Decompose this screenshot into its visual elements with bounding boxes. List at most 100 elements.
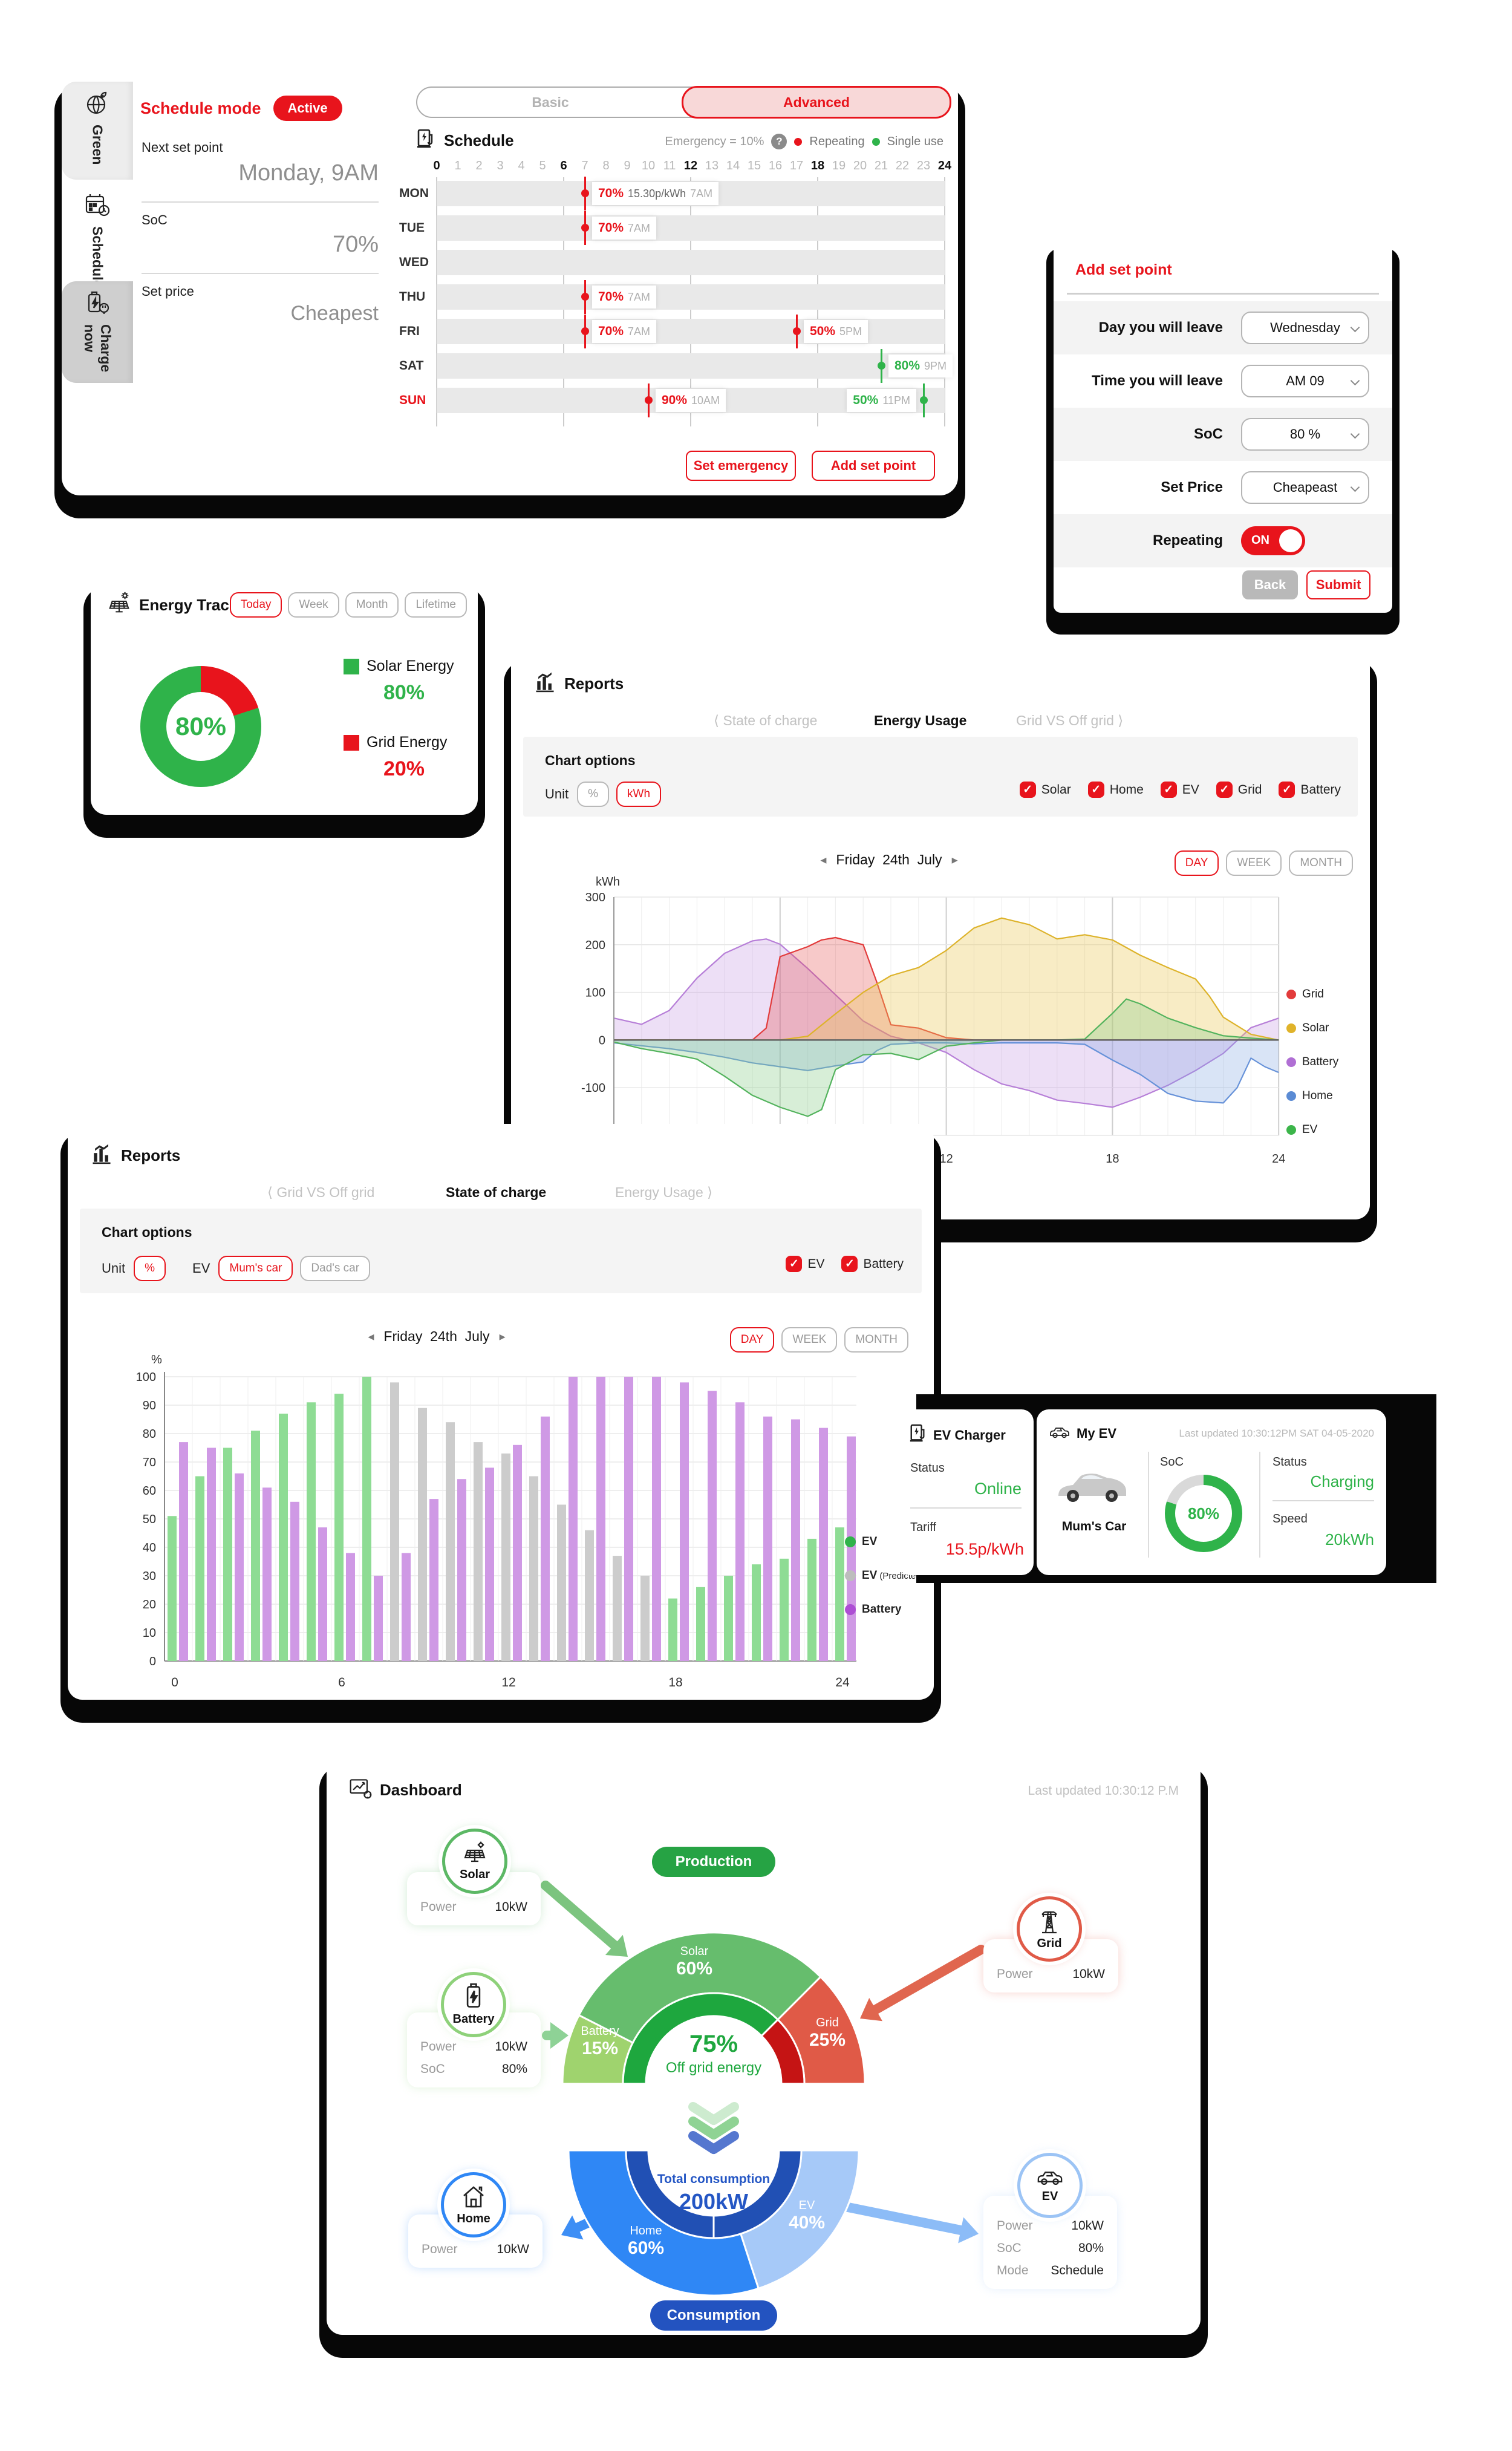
legend-dot xyxy=(1286,1125,1296,1135)
field-select-2[interactable]: AM 09 xyxy=(1241,365,1369,397)
tab-lifetime[interactable]: Lifetime xyxy=(405,592,467,618)
field-select-1[interactable]: Wednesday xyxy=(1241,312,1369,344)
chip-day[interactable]: DAY xyxy=(1174,850,1219,876)
set-point-label: 90% 10AM xyxy=(656,389,726,412)
tab-today[interactable]: Today xyxy=(229,592,282,618)
chip-month[interactable]: MONTH xyxy=(844,1327,908,1353)
legend-item-ev-predicted-: EV (Predicted) xyxy=(845,1569,924,1582)
set-point-dot[interactable] xyxy=(581,327,589,335)
reports-icon xyxy=(533,670,557,697)
battery-charge-icon xyxy=(84,290,111,319)
grid-line xyxy=(944,177,945,426)
ev-filter-label: EV xyxy=(192,1261,210,1276)
set-point-dot[interactable] xyxy=(581,293,589,301)
nav-next-grid-vs-off-grid[interactable]: Grid VS Off grid ⟩ xyxy=(1016,713,1124,728)
hour-label: 22 xyxy=(895,159,910,172)
sidebar-item-label: Green xyxy=(90,125,106,165)
home-node-label: Home xyxy=(457,2212,490,2225)
tab-basic[interactable]: Basic xyxy=(532,94,569,110)
solar-panel-icon xyxy=(106,591,132,619)
checkbox-solar[interactable]: ✓ Solar xyxy=(1019,782,1071,798)
sidebar-item-charge-now[interactable]: Charge now xyxy=(62,281,133,383)
date-prev-arrow[interactable]: ◂ xyxy=(368,1330,374,1343)
sidebar-item-green[interactable]: Green xyxy=(62,82,133,180)
chart-options-label: Chart options xyxy=(545,752,636,768)
series-checkboxes: ✓ Solar ✓ Home ✓ EV ✓ Grid ✓ Battery xyxy=(1019,782,1341,798)
svg-text:18: 18 xyxy=(668,1676,682,1689)
chip-day[interactable]: DAY xyxy=(729,1327,775,1353)
ev-node: EV xyxy=(1017,2153,1083,2218)
tab-month[interactable]: Month xyxy=(345,592,399,618)
checkbox-battery[interactable]: ✓ Battery xyxy=(1279,782,1341,798)
soc-ring: 80% xyxy=(1165,1475,1242,1552)
consumption-ev-label: EV 40% xyxy=(788,2199,826,2233)
svg-text:40: 40 xyxy=(143,1541,156,1555)
chip-month[interactable]: MONTH xyxy=(1289,850,1353,876)
date-next-arrow[interactable]: ▸ xyxy=(951,853,958,867)
svg-text:300: 300 xyxy=(585,891,605,904)
checkbox-ev[interactable]: ✓ EV xyxy=(786,1256,824,1272)
set-point-dot[interactable] xyxy=(581,189,589,197)
set-point-label: 70% 7AM xyxy=(592,320,657,343)
set-point-dot[interactable] xyxy=(793,327,801,335)
chip-kwh[interactable]: kWh xyxy=(616,782,662,807)
set-point-dot[interactable] xyxy=(920,396,928,404)
date-next-arrow[interactable]: ▸ xyxy=(499,1330,506,1343)
chart-options-label: Chart options xyxy=(102,1224,192,1240)
set-point-dot[interactable] xyxy=(645,396,653,404)
sidebar-item-schedule[interactable]: Schedule xyxy=(62,183,133,288)
repeating-toggle[interactable]: ON xyxy=(1241,526,1305,555)
hour-label: 24 xyxy=(937,159,952,172)
field-select-4[interactable]: Cheapeast xyxy=(1241,471,1369,504)
chip-week[interactable]: WEEK xyxy=(781,1327,838,1353)
hour-label: 6 xyxy=(560,159,567,172)
checkbox-battery[interactable]: ✓ Battery xyxy=(841,1256,904,1272)
chip-dad-s-car[interactable]: Dad's car xyxy=(300,1256,371,1281)
total-consumption-value: 200kW xyxy=(679,2189,749,2214)
nav-prev-state-of-charge[interactable]: ⟨ State of charge xyxy=(714,713,818,728)
range-tabs: DAY WEEK MONTH xyxy=(729,1327,908,1353)
chip-week[interactable]: WEEK xyxy=(1226,850,1282,876)
set-point-dot[interactable] xyxy=(878,362,885,370)
schedule-mode-active-badge: Active xyxy=(273,96,342,121)
set-point-dot[interactable] xyxy=(581,224,589,232)
tariff-label: Tariff xyxy=(910,1521,936,1534)
field-label: Repeating xyxy=(1152,532,1223,549)
date-label: Friday 24th July xyxy=(836,852,942,867)
reports-state-of-charge-panel: Reports ⟨ Grid VS Off grid State of char… xyxy=(68,1124,934,1700)
field-select-3[interactable]: 80 % xyxy=(1241,418,1369,451)
reports-title: Reports xyxy=(564,674,624,693)
chip-mum-s-car[interactable]: Mum's car xyxy=(218,1256,293,1281)
energy-flow-diagram xyxy=(541,1881,986,2297)
svg-text:100: 100 xyxy=(585,987,605,1000)
consumption-home-label: Home 60% xyxy=(627,2224,665,2258)
submit-button[interactable]: Submit xyxy=(1306,570,1370,599)
nav-prev-grid-vs-off-grid[interactable]: ⟨ Grid VS Off grid xyxy=(267,1184,375,1200)
single-use-dot-icon xyxy=(872,137,880,146)
dashboard-title: Dashboard xyxy=(380,1781,462,1799)
production-battery-label: Battery 15% xyxy=(581,2025,619,2058)
ev-charger-title: EV Charger xyxy=(933,1427,1006,1443)
legend-item-ev: EV xyxy=(845,1535,924,1549)
checkbox-grid[interactable]: ✓ Grid xyxy=(1216,782,1262,798)
nav-next-energy-usage[interactable]: Energy Usage ⟩ xyxy=(615,1184,713,1200)
chip--[interactable]: % xyxy=(134,1256,166,1281)
tab-advanced[interactable]: Advanced xyxy=(682,86,951,119)
svg-text:kWh: kWh xyxy=(596,876,620,889)
checkbox-ev[interactable]: ✓ EV xyxy=(1160,782,1199,798)
date-prev-arrow[interactable]: ◂ xyxy=(820,853,827,867)
chip--[interactable]: % xyxy=(577,782,610,807)
set-emergency-button[interactable]: Set emergency xyxy=(686,451,796,481)
dialog-row-1: Day you will leave Wednesday xyxy=(1054,301,1392,354)
hour-label: 13 xyxy=(705,159,719,172)
day-label-sun: SUN xyxy=(399,393,426,407)
tab-week[interactable]: Week xyxy=(288,592,339,618)
question-badge-icon[interactable]: ? xyxy=(771,134,787,149)
checkbox-home[interactable]: ✓ Home xyxy=(1087,782,1144,798)
status-value: Online xyxy=(974,1480,1022,1498)
ev-node-label: EV xyxy=(1041,2190,1058,2203)
legend-item-battery: Battery xyxy=(845,1603,924,1616)
add-set-point-button[interactable]: Add set point xyxy=(812,451,935,481)
back-button[interactable]: Back xyxy=(1242,570,1298,599)
